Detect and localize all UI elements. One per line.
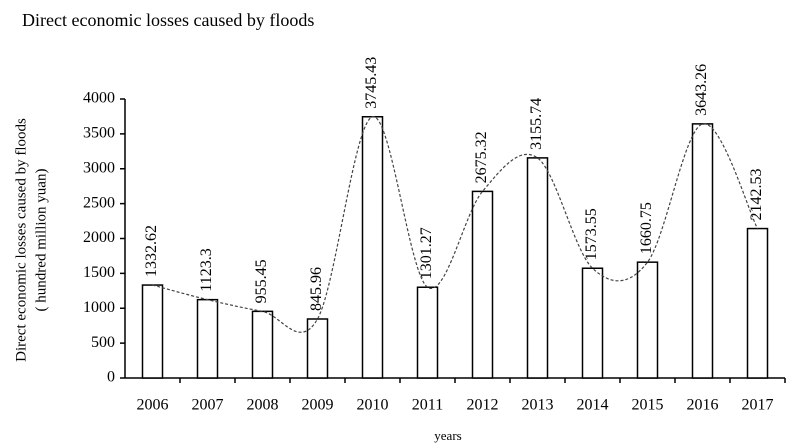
y-tick-label: 3500	[83, 125, 115, 142]
y-tick-label: 0	[107, 369, 115, 386]
x-tick-label: 2017	[742, 397, 774, 414]
chart-title: Direct economic losses caused by floods	[22, 10, 314, 30]
bar	[636, 261, 659, 379]
y-tick-label: 1000	[83, 299, 115, 316]
x-tick-label: 2007	[192, 397, 224, 414]
x-tick-label: 2015	[632, 397, 664, 414]
data-label: 3155.74	[528, 98, 545, 150]
data-label: 1332.62	[143, 225, 160, 277]
y-tick-label: 1500	[83, 264, 115, 281]
bar	[416, 286, 439, 379]
x-axis-label: years	[434, 428, 461, 443]
x-tick-label: 2008	[247, 397, 279, 414]
data-label: 955.45	[253, 259, 270, 303]
data-label: 1301.27	[418, 227, 435, 279]
data-label: 2675.32	[473, 131, 490, 183]
x-tick-label: 2016	[687, 397, 719, 414]
bar	[141, 284, 164, 379]
bar	[196, 298, 219, 379]
y-tick-label: 4000	[83, 90, 115, 107]
y-tick-label: 2500	[83, 194, 115, 211]
x-tick-label: 2009	[302, 397, 334, 414]
bar	[471, 190, 494, 379]
bar	[306, 318, 329, 379]
bar	[581, 267, 604, 379]
bar	[526, 157, 549, 379]
y-tick-label: 500	[91, 334, 115, 351]
x-tick-label: 2014	[577, 397, 609, 414]
x-tick-label: 2013	[522, 397, 554, 414]
data-label: 845.96	[308, 267, 325, 311]
bar	[691, 123, 714, 379]
data-label: 3745.43	[363, 57, 380, 109]
data-label: 3643.26	[693, 64, 710, 116]
data-label: 2142.53	[748, 169, 765, 221]
y-tick-label: 2000	[83, 229, 115, 246]
bar	[746, 227, 769, 379]
x-tick-label: 2010	[357, 397, 389, 414]
data-label: 1123.3	[198, 248, 215, 291]
data-label: 1573.55	[583, 208, 600, 260]
bar	[361, 116, 384, 379]
x-tick-label: 2012	[467, 397, 499, 414]
y-axis-label: Direct economic losses caused by floods	[13, 118, 29, 362]
trend-line	[152, 116, 759, 333]
y-axis-label: ( hundred million yuan)	[33, 169, 49, 312]
bar	[251, 310, 274, 379]
x-tick-label: 2011	[412, 397, 443, 414]
data-label: 1660.75	[638, 202, 655, 254]
y-tick-label: 3000	[83, 159, 115, 176]
x-tick-label: 2006	[137, 397, 169, 414]
